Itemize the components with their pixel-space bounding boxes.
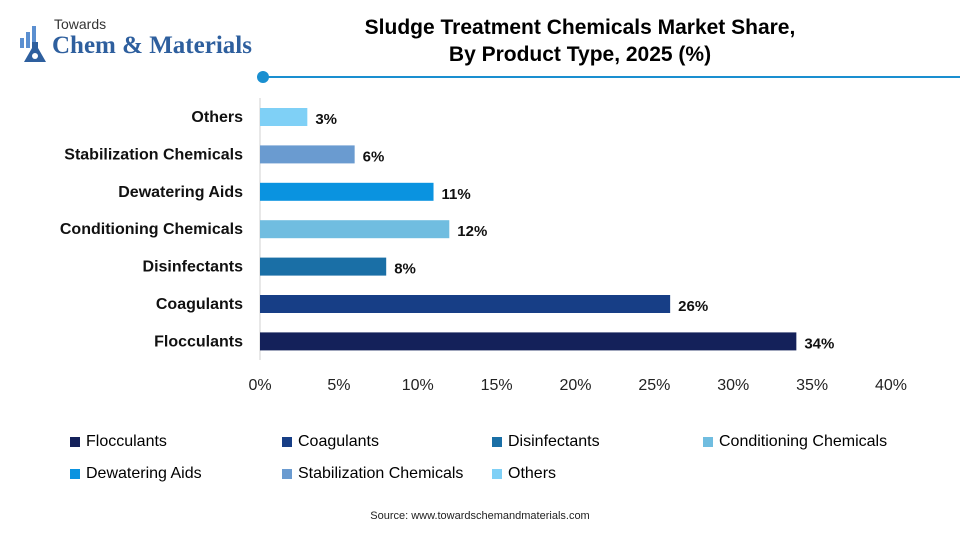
legend-swatch — [282, 437, 292, 447]
data-label: 12% — [457, 223, 487, 240]
category-label: Flocculants — [154, 333, 243, 350]
category-label: Conditioning Chemicals — [60, 221, 243, 238]
bar-stabilization-chemicals — [260, 145, 355, 164]
data-label: 3% — [315, 111, 337, 128]
legend-label: Disinfectants — [508, 433, 600, 450]
chart-legend: Flocculants Coagulants Disinfectants Condit… — [0, 430, 960, 500]
legend-item: Disinfectants — [492, 433, 600, 451]
data-label: 6% — [363, 148, 385, 165]
legend-swatch — [282, 469, 292, 479]
data-label: 11% — [442, 186, 471, 203]
legend-item: Stabilization Chemicals — [282, 465, 463, 483]
legend-item: Conditioning Chemicals — [703, 433, 887, 451]
flask-chart-icon — [20, 26, 46, 62]
header-rule-line — [266, 76, 960, 78]
chart-title-line2: By Product Type, 2025 (%) — [448, 43, 712, 66]
bar-others — [260, 108, 308, 126]
category-label: Stabilization Chemicals — [64, 146, 243, 163]
category-label: Coagulants — [156, 296, 243, 313]
bar-dewatering-aids — [260, 182, 434, 201]
legend-swatch — [70, 469, 80, 479]
x-tick-label: 25% — [638, 377, 670, 394]
x-tick-label: 35% — [796, 377, 828, 394]
x-tick-label: 0% — [248, 377, 271, 394]
chart-title-line1: Sludge Treatment Chemicals Market Share, — [364, 16, 796, 39]
legend-label: Flocculants — [86, 433, 167, 450]
legend-item: Dewatering Aids — [70, 465, 202, 483]
legend-swatch — [703, 437, 713, 447]
x-tick-label: 30% — [717, 377, 749, 394]
logo-brand-text: Chem & Materials — [52, 32, 252, 59]
legend-label: Others — [508, 465, 557, 482]
legend-label: Conditioning Chemicals — [719, 433, 888, 450]
x-tick-label: 20% — [559, 377, 591, 394]
logo: Towards Chem & Materials — [14, 12, 254, 68]
legend-label: Coagulants — [298, 433, 379, 450]
header-rule-dot — [257, 71, 269, 83]
data-label: 8% — [394, 261, 416, 278]
x-tick-label: 40% — [875, 377, 907, 394]
legend-label: Stabilization Chemicals — [298, 465, 464, 482]
x-tick-label: 5% — [327, 377, 350, 394]
chart-title: Sludge Treatment Chemicals Market Share,… — [300, 14, 860, 68]
legend-swatch — [492, 469, 502, 479]
source-note: Source: www.towardschemandmaterials.com — [370, 510, 590, 522]
bar-flocculants — [260, 332, 797, 351]
legend-swatch — [492, 437, 502, 447]
category-label: Dewatering Aids — [118, 184, 243, 201]
x-tick-label: 15% — [481, 377, 513, 394]
bar-coagulants — [260, 295, 671, 313]
data-label: 34% — [804, 335, 834, 352]
category-label: Disinfectants — [143, 259, 244, 276]
legend-item: Others — [492, 465, 556, 483]
bar-disinfectants — [260, 257, 387, 276]
bar-conditioning-chemicals — [260, 220, 450, 239]
legend-item: Coagulants — [282, 433, 379, 451]
legend-label: Dewatering Aids — [86, 465, 202, 482]
logo-towards-text: Towards — [54, 16, 107, 32]
x-tick-label: 10% — [402, 377, 434, 394]
category-label: Others — [191, 109, 243, 126]
data-label: 26% — [678, 298, 708, 315]
bar-chart: Flocculants 34% Coagulants 26% Disinfectants… — [60, 98, 907, 394]
legend-swatch — [70, 437, 80, 447]
legend-item: Flocculants — [70, 433, 167, 451]
